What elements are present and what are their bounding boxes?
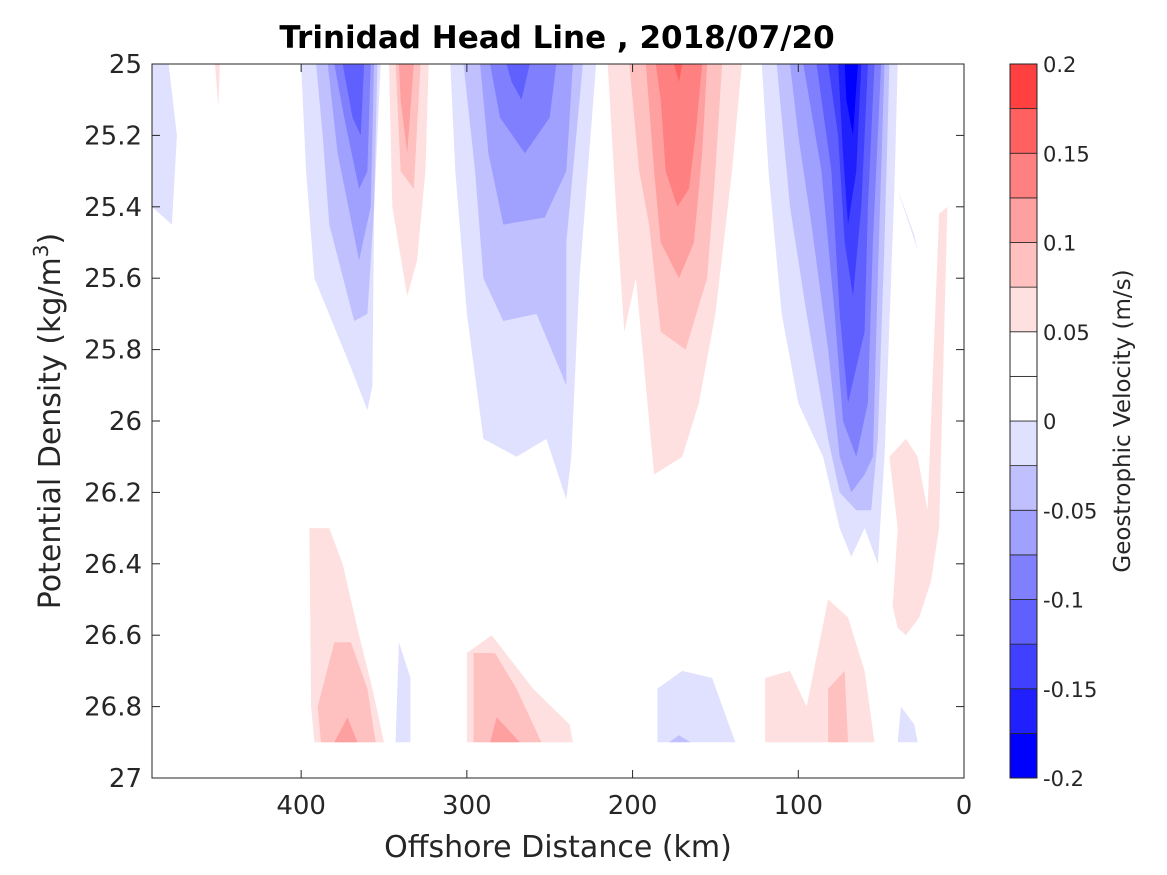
y-axis-label-main: Potential Density (kg/m — [33, 257, 68, 609]
y-tick-label: 26 — [109, 407, 142, 437]
contour-deep-160-neg-l2 — [669, 735, 691, 743]
contour-deep-90-l1 — [765, 599, 875, 743]
colorbar-tick-label: 0.1 — [1043, 232, 1076, 256]
y-axis-label-close: ) — [33, 233, 68, 245]
colorbar-segment — [1009, 63, 1038, 110]
contour-deep-345-neg — [395, 642, 411, 743]
colorbar-tick-label: 0.05 — [1043, 321, 1090, 345]
colorbar: 0.2 0.15 0.1 0.05 0 -0.05 -0.1 -0.15 -0.2 — [1009, 53, 1097, 791]
colorbar-tick-label: -0.1 — [1043, 589, 1084, 613]
x-tick-label: 400 — [276, 791, 326, 821]
colorbar-tick-label: 0.2 — [1043, 53, 1076, 77]
contour-fill — [152, 64, 948, 743]
plot-area: 400 300 200 100 0 25 25.2 25.4 25.6 25.8 26 26.2 26… — [84, 50, 972, 821]
y-tick-label: 25.6 — [84, 264, 142, 294]
colorbar-tick-label: -0.15 — [1043, 678, 1097, 702]
colorbar-segment — [1009, 152, 1038, 199]
colorbar-tick-label: -0.2 — [1043, 767, 1084, 791]
colorbar-segment — [1009, 554, 1038, 600]
contour-deep-370-l3 — [334, 717, 358, 743]
colorbar-segment — [1009, 643, 1038, 690]
contour-jet-370-l5 — [342, 64, 365, 136]
y-tick-label: 25.8 — [84, 336, 142, 366]
colorbar-segment — [1009, 599, 1038, 645]
y-tick-label: 26.2 — [84, 478, 142, 508]
contour-jet-340-l3 — [398, 64, 414, 154]
colorbar-tick-label: 0.15 — [1043, 142, 1090, 166]
colorbar-segment — [1009, 108, 1038, 154]
colorbar-segment — [1009, 197, 1038, 243]
contour-deep-270-l3 — [490, 717, 520, 743]
colorbar-segment — [1009, 331, 1038, 377]
contour-edge-negative-480km — [152, 64, 177, 225]
x-tick-label: 200 — [608, 791, 658, 821]
contour-jet-70-l7 — [838, 64, 862, 225]
contour-edge-negative-40km — [897, 189, 918, 250]
contour-jet-270-l5 — [506, 64, 530, 100]
contour-jet-170-l5 — [674, 64, 683, 82]
contour-deep-90-l2 — [828, 670, 848, 743]
colorbar-tick-label: -0.05 — [1043, 499, 1097, 523]
colorbar-tick-label: 0 — [1043, 410, 1056, 434]
x-axis: 400 300 200 100 0 — [276, 64, 972, 821]
x-tick-label: 100 — [773, 791, 823, 821]
colorbar-segment — [1009, 465, 1038, 511]
y-tick-label: 25.2 — [84, 121, 142, 151]
x-tick-label: 300 — [442, 791, 492, 821]
y-tick-label: 25 — [109, 50, 142, 80]
contour-deep-160-neg-l1 — [657, 670, 736, 743]
x-axis-label: Offshore Distance (km) — [384, 830, 732, 865]
contour-deep-370-l2 — [317, 642, 376, 743]
colorbar-segment — [1009, 732, 1038, 779]
contour-deep-35-neg — [897, 706, 918, 743]
colorbar-segment — [1009, 375, 1038, 422]
colorbar-segment — [1009, 688, 1038, 734]
y-axis-label: Potential Density (kg/m3) — [29, 233, 68, 609]
contour-deep-270-l2 — [473, 653, 542, 743]
y-tick-label: 26.4 — [84, 550, 142, 580]
colorbar-frame — [1009, 63, 1038, 779]
colorbar-segment — [1009, 509, 1038, 556]
colorbar-label: Geostrophic Velocity (m/s) — [1110, 269, 1136, 572]
chart-title: Trinidad Head Line , 2018/07/20 — [279, 20, 834, 56]
contour-jet-270-l4 — [490, 64, 557, 154]
colorbar-segment — [1009, 286, 1038, 333]
y-tick-label: 25.4 — [84, 193, 142, 223]
y-tick-label: 27 — [109, 764, 142, 794]
contour-jet-170-l4 — [655, 64, 703, 207]
contour-nearshore-positive — [889, 206, 948, 636]
colorbar-segment — [1009, 420, 1038, 467]
contour-jet-70-l8 — [844, 64, 858, 136]
colorbar-segment — [1009, 242, 1038, 288]
y-tick-label: 26.8 — [84, 693, 142, 723]
y-axis-label-sup: 3 — [29, 244, 53, 257]
contour-small-positive-450km — [215, 64, 220, 107]
y-tick-label: 26.6 — [84, 621, 142, 651]
x-tick-label: 0 — [956, 791, 973, 821]
y-axis: 25 25.2 25.4 25.6 25.8 26 26.2 26.4 26.6 26.8 27 — [84, 50, 964, 794]
